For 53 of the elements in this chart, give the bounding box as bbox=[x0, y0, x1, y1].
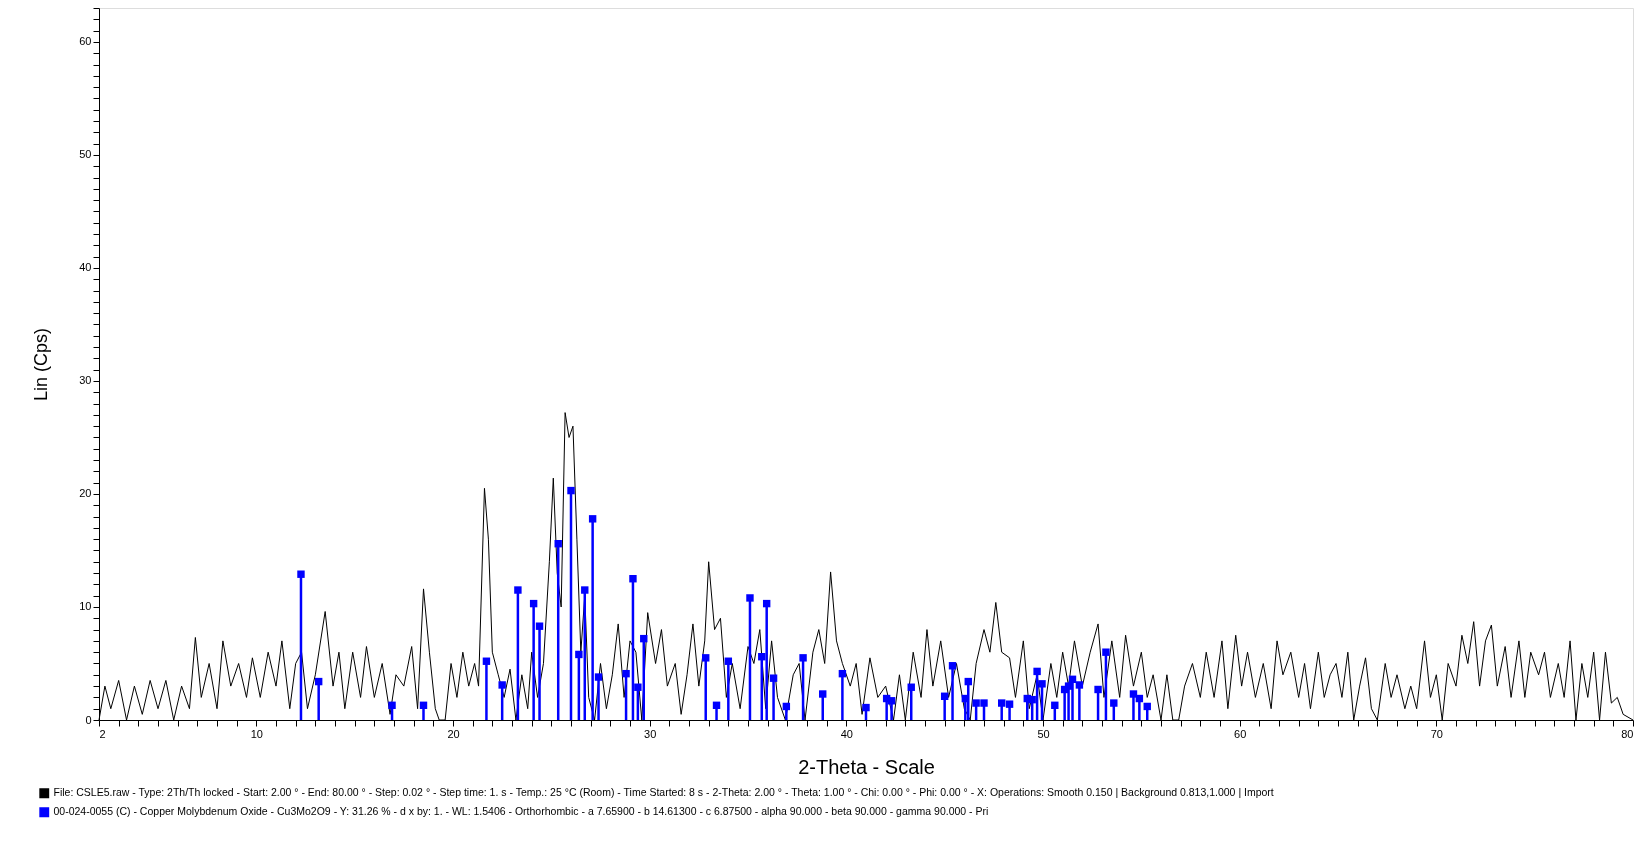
legend-label: 00-024-0055 (C) - Copper Molybdenum Oxide - Cu3Mo2O9 - Y: 31.26 % - d x by: 1. - WL: 1.5406 - Orthorhombic - a 7.65900 - b 14.61300 - c 6.87500 - alpha 90.000 - beta 90.000 - gamma 90.000 - Pri bbox=[53, 805, 989, 818]
x-axis-title: 2-Theta - Scale bbox=[798, 755, 935, 778]
point bbox=[862, 703, 870, 712]
x-tick-label: 10 bbox=[250, 727, 263, 740]
x-tick-label: 30 bbox=[644, 727, 657, 740]
y-tick-label: 50 bbox=[79, 148, 92, 161]
point bbox=[769, 674, 778, 682]
point bbox=[819, 690, 827, 698]
point bbox=[972, 699, 980, 707]
point bbox=[799, 654, 807, 662]
point bbox=[514, 586, 522, 594]
x-tick-label: 20 bbox=[447, 727, 460, 740]
point bbox=[535, 622, 544, 630]
point bbox=[581, 586, 589, 594]
x-tick-label: 60 bbox=[1234, 727, 1247, 740]
point bbox=[588, 515, 597, 523]
y-tick-label: 10 bbox=[79, 600, 92, 613]
point bbox=[980, 699, 988, 707]
point bbox=[702, 654, 710, 662]
point bbox=[1110, 699, 1118, 707]
y-tick-label: 40 bbox=[79, 261, 92, 274]
x-tick-label: 50 bbox=[1037, 727, 1050, 740]
y-tick-label: 30 bbox=[79, 374, 92, 387]
point bbox=[629, 575, 637, 583]
point bbox=[1005, 700, 1014, 708]
point bbox=[1064, 682, 1073, 690]
point bbox=[622, 669, 630, 678]
y-tick-label: 0 bbox=[85, 713, 92, 726]
point bbox=[594, 673, 603, 681]
point bbox=[1033, 667, 1041, 676]
point bbox=[297, 570, 305, 578]
point bbox=[634, 683, 642, 691]
point bbox=[575, 650, 583, 659]
point bbox=[1102, 648, 1110, 656]
y-axis-title: Lin (Cps) bbox=[31, 327, 52, 402]
point bbox=[1051, 701, 1059, 710]
point bbox=[498, 681, 506, 689]
point bbox=[567, 486, 575, 495]
x-tick-label: 80 bbox=[1621, 727, 1634, 740]
point bbox=[1075, 681, 1084, 689]
x-tick-label: 70 bbox=[1430, 727, 1443, 740]
x-tick-label: 2 bbox=[99, 727, 106, 740]
point bbox=[1094, 685, 1102, 694]
legend-label: File: CSLE5.raw - Type: 2Th/Th locked - Start: 2.00 ° - End: 80.00 ° - Step: 0.02 ° - Step time: 1. s - Temp.: 25 °C (Room) - Time Started: 8 s - 2-Theta: 2.00 ° - Theta: 1.00 ° - Chi: 0.00 ° - Phi: 0.00 ° - X: Operations: Smooth 0.150 | Background 0.813,1.000 | Import bbox=[53, 786, 1274, 799]
point bbox=[1129, 690, 1138, 698]
point bbox=[1028, 695, 1036, 704]
point bbox=[746, 594, 754, 602]
y-tick-label: 60 bbox=[79, 35, 92, 48]
point bbox=[997, 699, 1006, 707]
y-tick-label: 20 bbox=[79, 487, 92, 500]
point bbox=[1038, 680, 1046, 688]
x-tick-label: 40 bbox=[840, 727, 853, 740]
point bbox=[388, 701, 396, 710]
